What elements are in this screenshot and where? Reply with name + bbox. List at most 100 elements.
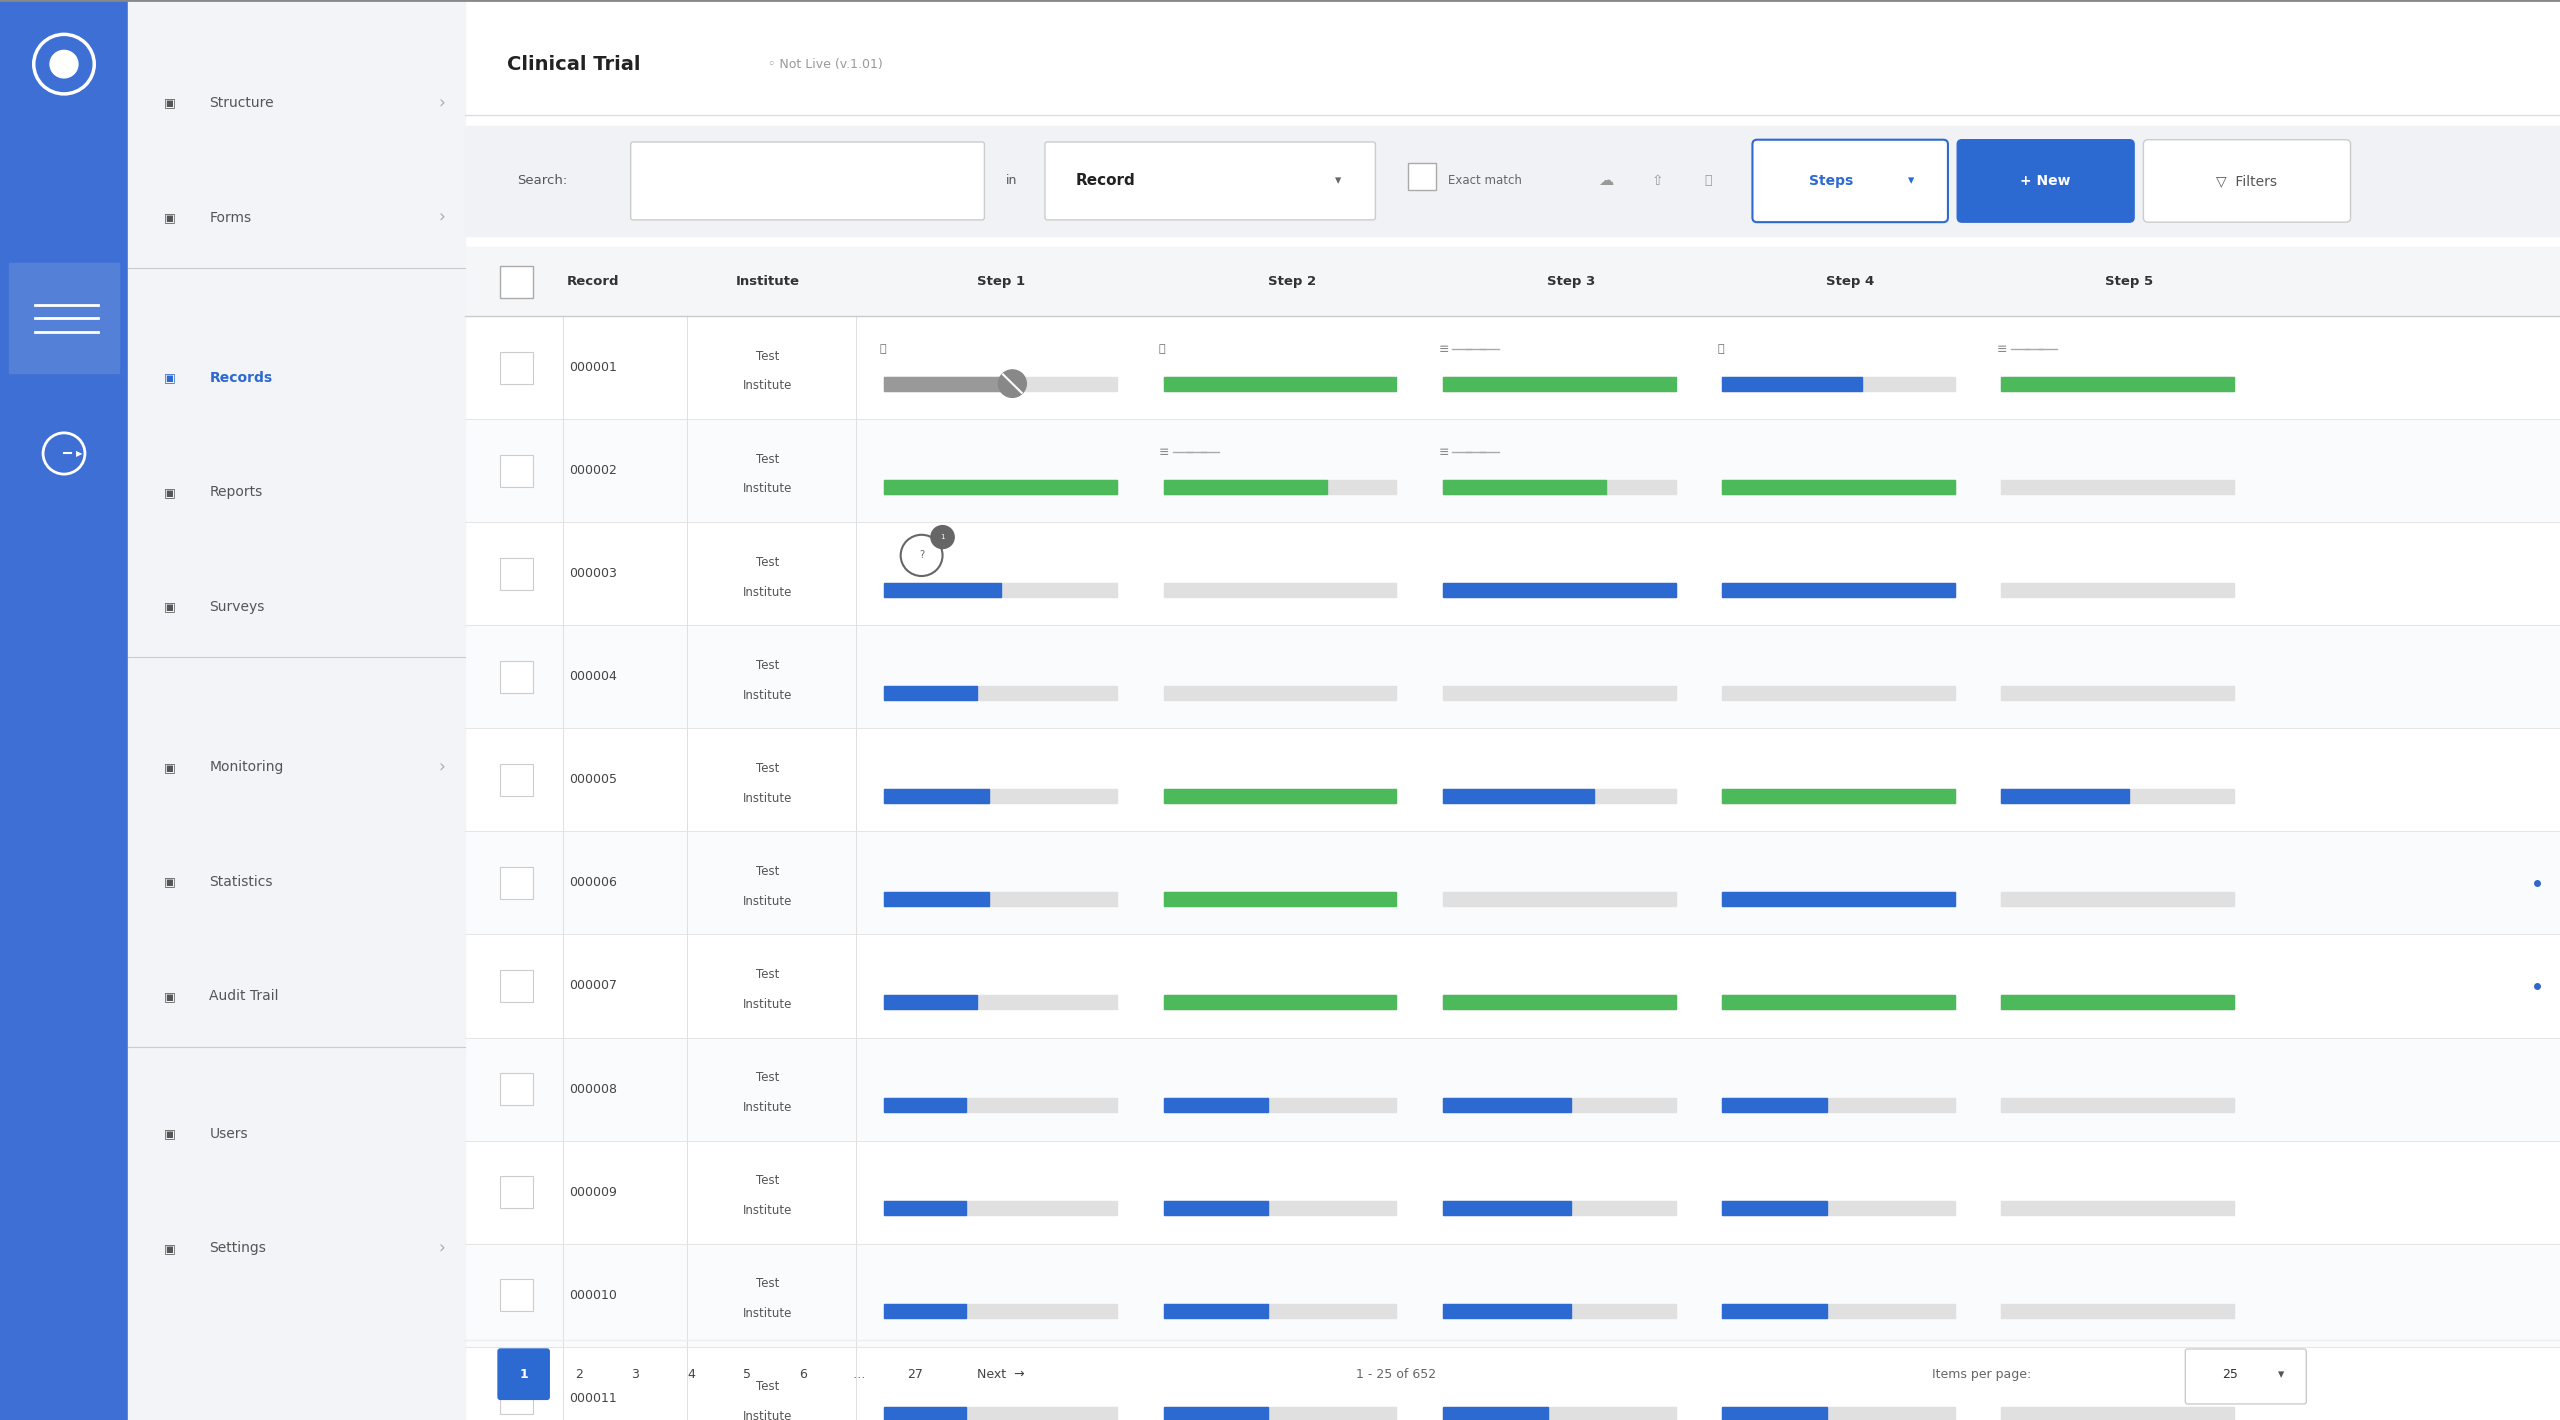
Bar	[2002, 1201, 2235, 1216]
Text: Step 5: Step 5	[2104, 275, 2153, 288]
Text: Settings: Settings	[210, 1241, 266, 1255]
Circle shape	[51, 50, 77, 78]
Bar	[1444, 376, 1677, 390]
Text: ›: ›	[438, 94, 445, 112]
Bar	[1723, 995, 1956, 1008]
Bar	[1444, 1305, 1677, 1318]
Bar	[883, 892, 988, 906]
Bar	[883, 582, 1001, 596]
Bar	[1444, 995, 1677, 1008]
Circle shape	[998, 369, 1027, 398]
Bar	[1723, 995, 1956, 1008]
Bar	[883, 376, 1116, 390]
Bar	[1723, 1305, 1956, 1318]
Text: 000006: 000006	[568, 876, 617, 889]
Bar	[1444, 1201, 1677, 1216]
Bar	[1165, 1305, 1267, 1318]
Bar	[466, 126, 2560, 236]
Bar	[499, 1382, 532, 1414]
Bar	[1165, 1305, 1395, 1318]
Bar	[499, 1176, 532, 1208]
Bar	[883, 1201, 1116, 1216]
Bar	[466, 1244, 2560, 1346]
Bar	[10, 263, 118, 373]
Text: Institute: Institute	[742, 1204, 794, 1217]
Text: ?: ?	[919, 551, 924, 561]
Bar	[1723, 1407, 1828, 1420]
Bar	[883, 1098, 1116, 1112]
Text: 000002: 000002	[568, 464, 617, 477]
FancyBboxPatch shape	[1044, 142, 1375, 220]
Bar	[2002, 1407, 2235, 1420]
Bar	[499, 660, 532, 693]
Text: Institute: Institute	[737, 275, 799, 288]
Bar	[883, 995, 978, 1008]
Text: 1: 1	[940, 534, 945, 540]
Text: ▣: ▣	[164, 990, 177, 1003]
Text: ▣: ▣	[164, 212, 177, 224]
Text: 💬: 💬	[1160, 344, 1165, 354]
Bar	[1723, 1407, 1956, 1420]
Bar	[466, 934, 2560, 1038]
Bar	[883, 790, 1116, 802]
Bar	[2002, 1305, 2235, 1318]
Bar	[0, 0, 128, 1420]
Text: Clinical Trial: Clinical Trial	[507, 54, 640, 74]
Bar	[2002, 995, 2235, 1008]
Text: 💬: 💬	[881, 344, 886, 354]
Bar	[1165, 686, 1395, 700]
Text: Institute: Institute	[742, 689, 794, 701]
Bar	[1165, 995, 1395, 1008]
Bar	[883, 1305, 1116, 1318]
Text: 5: 5	[742, 1367, 750, 1380]
Text: Test: Test	[755, 659, 781, 672]
Bar	[1723, 686, 1956, 700]
Bar	[1444, 1098, 1677, 1112]
Bar	[1444, 1407, 1549, 1420]
Bar	[883, 480, 1116, 494]
Bar	[1723, 892, 1956, 906]
Text: Test: Test	[755, 763, 781, 775]
Bar	[1444, 480, 1605, 494]
Bar	[1165, 1098, 1267, 1112]
Text: S: S	[54, 50, 74, 78]
Bar	[2002, 790, 2235, 802]
Text: ⇧: ⇧	[1651, 173, 1664, 187]
Text: Test: Test	[755, 453, 781, 466]
Text: 27: 27	[906, 1367, 922, 1380]
Text: 4: 4	[686, 1367, 696, 1380]
Bar	[1165, 1201, 1267, 1216]
Bar	[2002, 790, 2130, 802]
Text: Institute: Institute	[742, 792, 794, 805]
Bar	[1444, 1201, 1572, 1216]
Text: Audit Trail: Audit Trail	[210, 990, 279, 1004]
Text: Test: Test	[755, 1380, 781, 1393]
Text: Institute: Institute	[742, 998, 794, 1011]
Bar	[1723, 582, 1956, 596]
Bar	[1165, 790, 1395, 802]
Bar	[1165, 1407, 1395, 1420]
Text: 000007: 000007	[568, 980, 617, 993]
Text: ›: ›	[438, 758, 445, 777]
Text: ▣: ▣	[164, 486, 177, 498]
Text: ▣: ▣	[164, 372, 177, 385]
Bar	[499, 764, 532, 795]
Bar	[1444, 995, 1677, 1008]
Bar	[883, 686, 978, 700]
FancyBboxPatch shape	[630, 142, 986, 220]
Bar	[1723, 480, 1956, 494]
Text: Institute: Institute	[742, 585, 794, 599]
Bar	[1723, 1305, 1828, 1318]
Text: Users: Users	[210, 1126, 248, 1140]
Text: ▣: ▣	[164, 97, 177, 109]
Bar	[883, 582, 1116, 596]
Text: ▣: ▣	[164, 761, 177, 774]
Bar	[1444, 480, 1677, 494]
FancyBboxPatch shape	[2186, 1349, 2307, 1404]
Text: 25: 25	[2222, 1367, 2237, 1380]
Text: ▾: ▾	[2278, 1367, 2284, 1380]
Text: ▣: ▣	[164, 601, 177, 613]
Text: ▶: ▶	[77, 449, 82, 459]
Bar	[1444, 892, 1677, 906]
Bar	[1444, 1407, 1677, 1420]
